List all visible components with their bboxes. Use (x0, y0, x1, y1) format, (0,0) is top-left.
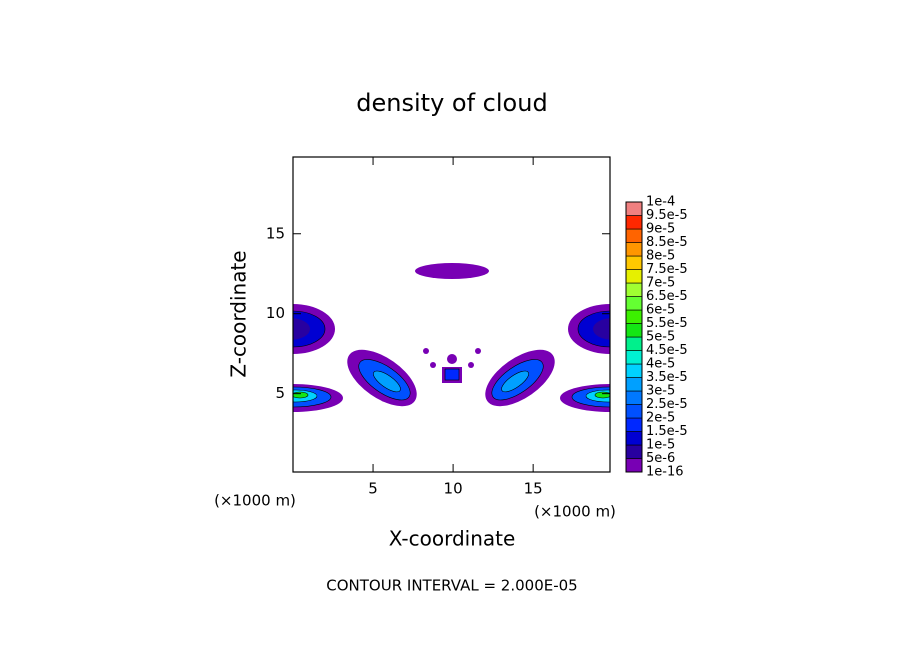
colorbar-band (625, 404, 643, 419)
colorbar-label: 4e-5 (646, 357, 675, 372)
y-tick-label: 10 (266, 304, 285, 322)
colorbar-band (625, 228, 643, 243)
colorbar-label: 7.5e-5 (646, 262, 688, 277)
footer-note: CONTOUR INTERVAL = 2.000E-05 (326, 577, 577, 595)
colorbar-label: 1e-16 (646, 465, 684, 480)
colorbar-label: 6e-5 (646, 303, 675, 318)
contour-region (415, 263, 489, 279)
contour-region (423, 348, 429, 354)
contour-region (293, 391, 309, 399)
colorbar-band (625, 458, 643, 473)
colorbar-label: 5.5e-5 (646, 316, 688, 331)
contour-blob (485, 349, 555, 407)
colorbar-band (625, 377, 643, 392)
colorbar-band (625, 242, 643, 257)
colorbar-label: 1.5e-5 (646, 424, 688, 439)
contour-blob (347, 349, 417, 407)
colorbar-label: 3.5e-5 (646, 370, 688, 385)
colorbar-label: 5e-6 (646, 451, 675, 466)
colorbar-label: 7e-5 (646, 276, 675, 291)
colorbar-band (625, 323, 643, 338)
colorbar-label: 4.5e-5 (646, 343, 688, 358)
colorbar-band (625, 390, 643, 405)
colorbar-band (625, 444, 643, 459)
colorbar-band (625, 363, 643, 378)
colorbar-band (625, 201, 643, 216)
colorbar-band (625, 282, 643, 297)
x-tick-label: 5 (368, 480, 378, 498)
colorbar-label: 9e-5 (646, 222, 675, 237)
colorbar-label: 8e-5 (646, 249, 675, 264)
contour-field (293, 263, 610, 412)
colorbar-label: 8.5e-5 (646, 235, 688, 250)
contour-region (593, 318, 610, 340)
colorbar-label: 9.5e-5 (646, 208, 688, 223)
colorbar-band (625, 255, 643, 270)
colorbar-label: 2e-5 (646, 411, 675, 426)
colorbar-band (625, 431, 643, 446)
contour-region (594, 391, 610, 399)
colorbar-band (625, 309, 643, 324)
colorbar-band (625, 336, 643, 351)
x-tick-label: 10 (444, 480, 463, 498)
y-tick-label: 5 (275, 384, 285, 402)
contour-region (444, 368, 460, 381)
contour-region (468, 362, 474, 368)
colorbar-frame (625, 201, 643, 473)
colorbar-label: 6.5e-5 (646, 289, 688, 304)
contour-region (430, 362, 436, 368)
y-tick-label: 15 (266, 224, 285, 242)
colorbar-band (625, 269, 643, 284)
plot-frame (292, 156, 611, 473)
colorbar-label: 1e-4 (646, 195, 675, 210)
colorbar-label: 5e-5 (646, 330, 675, 345)
y-unit-label: (×1000 m) (214, 492, 296, 510)
colorbar-label: 1e-5 (646, 438, 675, 453)
colorbar-band (625, 417, 643, 432)
colorbar-label: 2.5e-5 (646, 397, 688, 412)
contour-region (293, 318, 310, 340)
colorbar-band (625, 215, 643, 230)
x-axis-label: X-coordinate (389, 527, 516, 551)
x-unit-label: (×1000 m) (534, 503, 616, 521)
colorbar-band (625, 296, 643, 311)
contour-region (475, 348, 481, 354)
contour-region (447, 354, 457, 364)
chart-title: density of cloud (356, 89, 547, 117)
y-axis-label: Z-coordinate (227, 250, 251, 377)
colorbar-label: 3e-5 (646, 384, 675, 399)
colorbar-band (625, 350, 643, 365)
x-tick-label: 15 (524, 480, 543, 498)
